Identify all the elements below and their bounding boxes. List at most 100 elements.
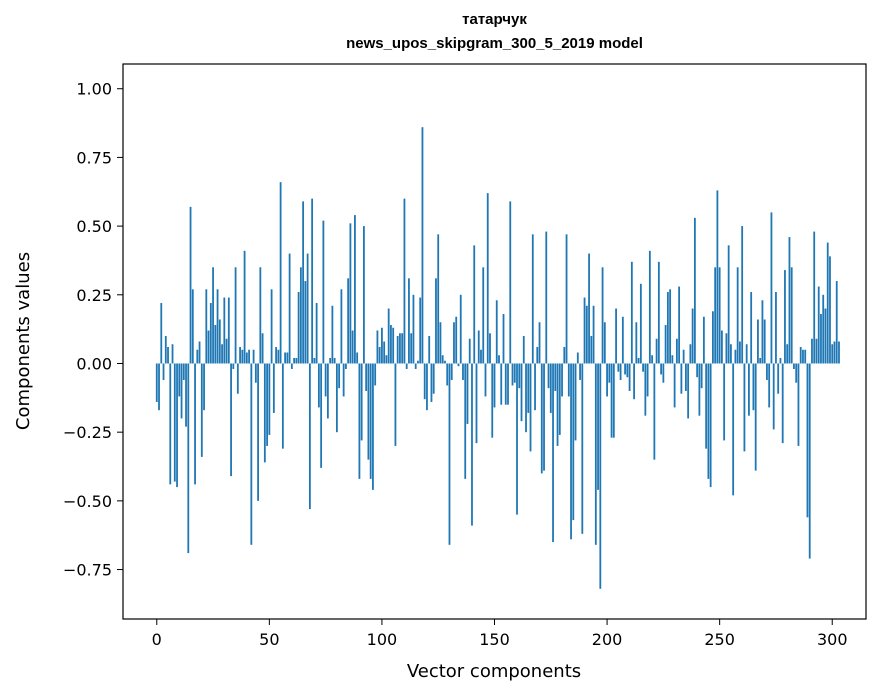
bar bbox=[263, 363, 266, 463]
bar bbox=[527, 363, 530, 413]
bar bbox=[227, 297, 230, 364]
bar bbox=[412, 294, 415, 364]
bar bbox=[428, 336, 431, 364]
bar bbox=[205, 289, 208, 364]
bar bbox=[218, 319, 221, 364]
bar bbox=[234, 267, 237, 364]
bar bbox=[155, 363, 158, 402]
bar bbox=[498, 355, 500, 364]
bar bbox=[529, 363, 532, 452]
bar bbox=[207, 330, 210, 364]
bar bbox=[759, 357, 762, 364]
bar bbox=[822, 294, 825, 364]
bar bbox=[180, 363, 183, 419]
bar bbox=[799, 347, 802, 364]
bar bbox=[741, 226, 744, 364]
bar bbox=[504, 363, 507, 405]
bar bbox=[775, 292, 777, 364]
bar bbox=[606, 363, 608, 397]
bar bbox=[790, 267, 793, 364]
bar bbox=[311, 198, 314, 364]
bar bbox=[158, 363, 160, 411]
bar bbox=[721, 330, 723, 364]
bar bbox=[651, 355, 654, 364]
bar bbox=[216, 289, 219, 364]
bar bbox=[457, 363, 460, 367]
bar bbox=[230, 363, 232, 477]
bar bbox=[691, 308, 694, 364]
bar bbox=[599, 363, 602, 589]
bar bbox=[297, 292, 300, 364]
bar bbox=[288, 253, 291, 364]
bar bbox=[187, 363, 190, 554]
bar bbox=[277, 349, 280, 364]
bar bbox=[383, 341, 386, 364]
bar bbox=[806, 363, 809, 518]
bar bbox=[284, 352, 287, 364]
bar bbox=[268, 363, 271, 435]
bar bbox=[417, 360, 419, 364]
bar bbox=[290, 363, 293, 369]
bar bbox=[698, 363, 701, 416]
y-axis-label: Components values bbox=[13, 252, 34, 430]
bar bbox=[748, 363, 750, 416]
bar bbox=[516, 363, 518, 515]
bar bbox=[696, 363, 699, 378]
bar bbox=[176, 363, 178, 488]
bar bbox=[392, 327, 395, 364]
bar bbox=[772, 363, 775, 430]
bar bbox=[345, 363, 347, 369]
bar bbox=[453, 322, 455, 364]
bar bbox=[394, 363, 397, 446]
bar bbox=[770, 212, 773, 364]
bar bbox=[543, 363, 545, 471]
bar bbox=[286, 352, 289, 364]
bar bbox=[322, 220, 325, 364]
x-axis: 0 50 100 150 200 250 300 bbox=[152, 619, 848, 649]
bar bbox=[439, 322, 442, 364]
bar bbox=[594, 363, 597, 545]
bar bbox=[347, 278, 350, 364]
bar bbox=[644, 363, 647, 416]
bar bbox=[363, 226, 365, 364]
bar bbox=[381, 327, 383, 364]
bar bbox=[335, 363, 338, 433]
bar bbox=[367, 363, 370, 460]
bar bbox=[588, 253, 590, 364]
y-tick-label: 0.50 bbox=[76, 217, 112, 236]
y-tick-label: −0.50 bbox=[63, 492, 112, 511]
bar bbox=[536, 347, 539, 364]
bar bbox=[293, 357, 296, 364]
bar bbox=[793, 363, 795, 369]
bar bbox=[673, 363, 676, 408]
bar bbox=[597, 363, 599, 490]
bar bbox=[766, 363, 768, 380]
bar bbox=[243, 250, 246, 364]
bar bbox=[475, 363, 478, 444]
bar bbox=[250, 363, 253, 545]
bar bbox=[635, 322, 638, 364]
bar bbox=[788, 237, 791, 364]
bar bbox=[239, 347, 241, 364]
bar bbox=[669, 289, 672, 364]
bar bbox=[619, 363, 622, 380]
bar bbox=[628, 363, 631, 391]
bar bbox=[761, 300, 764, 364]
bar bbox=[200, 363, 203, 457]
bar bbox=[191, 289, 194, 364]
bar bbox=[182, 363, 185, 380]
bar bbox=[716, 190, 719, 364]
bar bbox=[574, 363, 577, 441]
bar bbox=[410, 333, 413, 364]
bar bbox=[815, 338, 818, 364]
bar bbox=[356, 352, 359, 364]
chart-title: татарчук bbox=[462, 11, 527, 28]
bar bbox=[826, 242, 829, 364]
bar bbox=[786, 344, 789, 364]
bar bbox=[444, 360, 446, 364]
x-tick-label: 100 bbox=[367, 630, 398, 649]
bar bbox=[333, 357, 336, 364]
y-tick-label: −0.25 bbox=[63, 423, 112, 442]
bar bbox=[693, 217, 696, 364]
bar bbox=[570, 363, 572, 540]
